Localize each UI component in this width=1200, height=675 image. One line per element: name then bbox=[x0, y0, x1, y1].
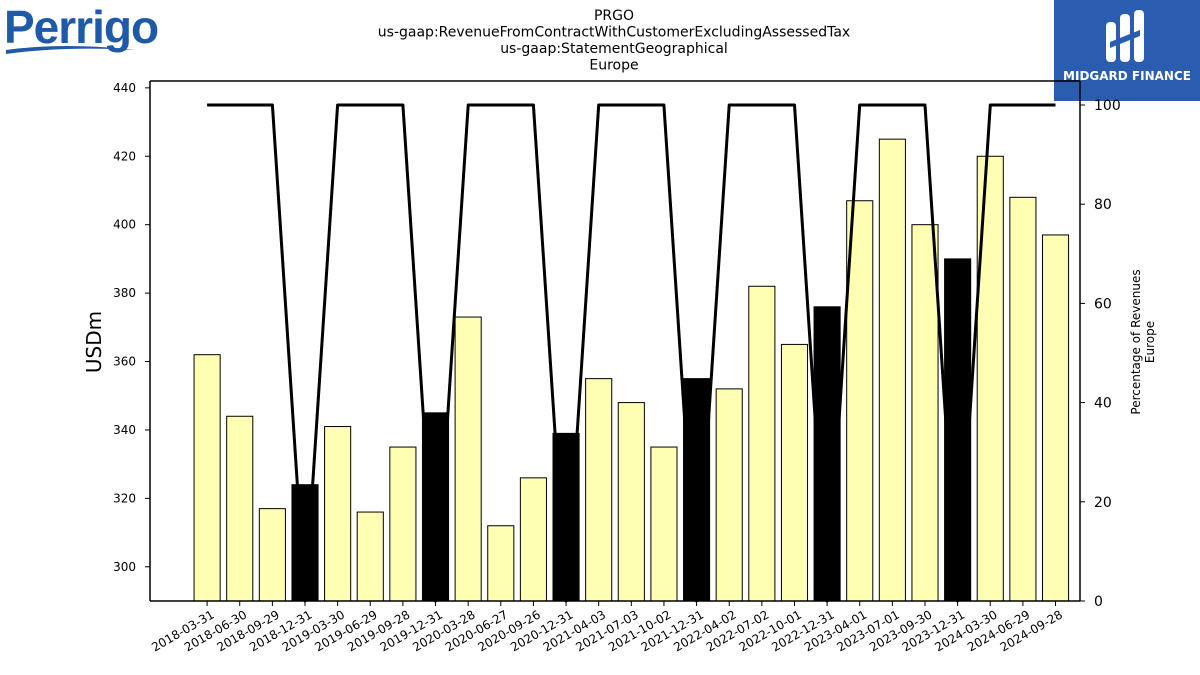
bar-2021-10-02 bbox=[650, 446, 678, 602]
y2-tick-label-100: 100 bbox=[1094, 98, 1121, 114]
bar-2019-03-30 bbox=[324, 426, 352, 602]
bar-2021-07-03 bbox=[617, 402, 645, 602]
bar-2023-12-31 bbox=[944, 258, 972, 602]
bar-2021-12-31 bbox=[683, 378, 711, 602]
title-line-0: PRGO bbox=[594, 8, 634, 24]
y-tick-label-380: 380 bbox=[113, 286, 136, 300]
bar-series bbox=[193, 138, 1070, 602]
y-tick-label-400: 400 bbox=[113, 218, 136, 232]
bar-2024-06-29 bbox=[1009, 196, 1037, 602]
bar-2022-04-02 bbox=[715, 388, 743, 602]
bar-2018-06-30 bbox=[226, 415, 254, 602]
bar-2018-09-29 bbox=[258, 508, 286, 602]
perrigo-logo-text: Perrigo bbox=[4, 1, 159, 53]
axis-labels: USDm Percentage of Revenues Europe bbox=[82, 269, 1157, 414]
midgard-finance-logo: MIDGARD FINANCE bbox=[1054, 0, 1200, 101]
perrigo-logo: Perrigo bbox=[4, 1, 159, 54]
bar-2022-07-02 bbox=[748, 285, 776, 602]
y-tick-label-340: 340 bbox=[113, 423, 136, 437]
y2-axis-ticks: 0 20 40 60 80 100 bbox=[1080, 98, 1121, 610]
y2-tick-label-80: 80 bbox=[1094, 197, 1112, 213]
y2-axis-label-0: Percentage of Revenues bbox=[1129, 269, 1143, 414]
bar-2020-06-27 bbox=[487, 525, 515, 602]
y-tick-label-320: 320 bbox=[113, 491, 136, 505]
bar-2022-10-01 bbox=[780, 343, 809, 602]
title-line-2: us-gaap:StatementGeographical bbox=[500, 41, 728, 57]
y-tick-label-300: 300 bbox=[113, 560, 136, 574]
bar-2023-07-01 bbox=[878, 138, 906, 602]
chart-title: PRGOus-gaap:RevenueFromContractWithCusto… bbox=[378, 8, 850, 74]
midgard-emblem-icon bbox=[1106, 10, 1144, 62]
bar-2023-04-01 bbox=[846, 200, 874, 602]
bar-2019-06-29 bbox=[356, 511, 384, 602]
bar-2024-09-28 bbox=[1041, 234, 1070, 602]
bar-2021-04-03 bbox=[585, 378, 613, 602]
perrigo-swoosh-icon bbox=[6, 46, 136, 54]
y-tick-label-440: 440 bbox=[113, 81, 136, 95]
bar-2023-09-30 bbox=[911, 224, 939, 602]
y-axis-ticks: 300 320 340 360 380 400 420 440 bbox=[113, 81, 150, 574]
y-axis-label: USDm bbox=[82, 311, 106, 373]
title-line-1: us-gaap:RevenueFromContractWithCustomerE… bbox=[378, 25, 850, 41]
y2-tick-label-40: 40 bbox=[1094, 396, 1112, 412]
y-tick-label-360: 360 bbox=[113, 355, 136, 369]
bar-2020-09-26 bbox=[519, 477, 547, 602]
y-tick-label-420: 420 bbox=[113, 149, 136, 163]
percentage-line bbox=[207, 103, 1056, 603]
y2-axis-label-1: Europe bbox=[1143, 321, 1157, 363]
y2-tick-label-0: 0 bbox=[1094, 594, 1103, 610]
x-axis-ticks: 2018-03-312018-06-302018-09-292018-12-31… bbox=[149, 601, 1065, 654]
y2-tick-label-60: 60 bbox=[1094, 296, 1112, 312]
percentage-line-series bbox=[207, 103, 1056, 603]
y2-tick-label-20: 20 bbox=[1094, 495, 1112, 511]
title-line-3: Europe bbox=[589, 58, 638, 74]
bar-2018-03-31 bbox=[193, 354, 221, 602]
midgard-logo-text: MIDGARD FINANCE bbox=[1063, 69, 1191, 83]
bar-2019-09-28 bbox=[389, 446, 417, 602]
bar-2020-03-28 bbox=[454, 316, 482, 602]
